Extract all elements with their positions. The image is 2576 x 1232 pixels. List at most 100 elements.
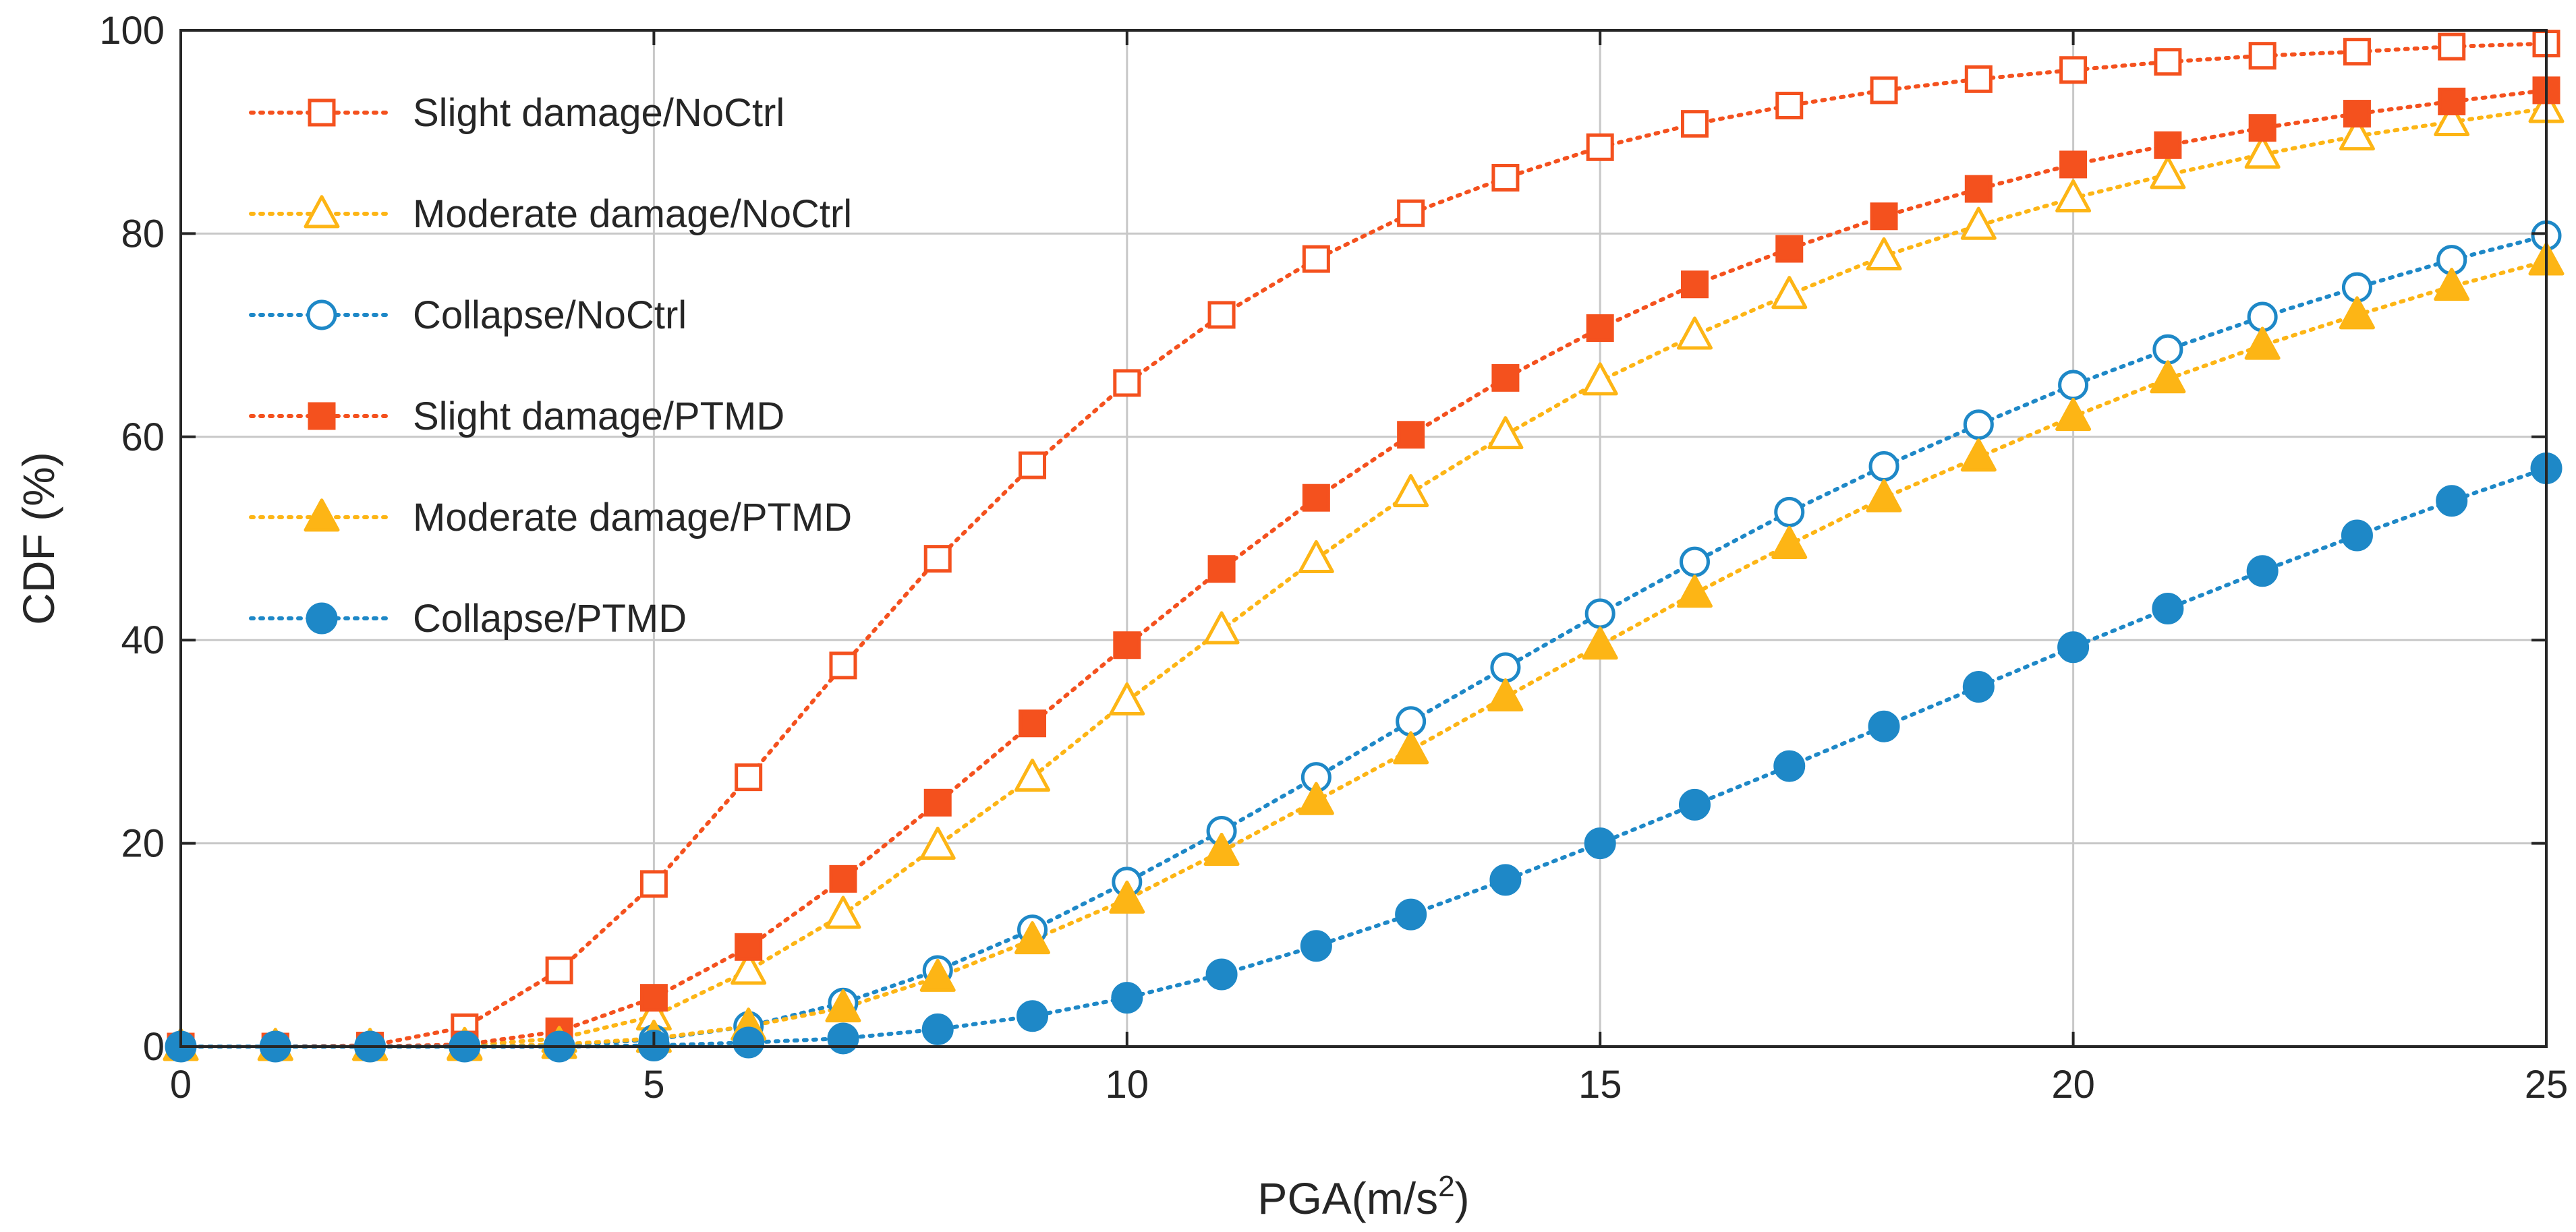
data-point: [1962, 671, 1995, 703]
data-point: [2154, 48, 2182, 76]
data-point: [545, 956, 573, 985]
legend-marker: [306, 602, 338, 635]
legend-marker: [308, 402, 336, 430]
data-point: [1487, 416, 1524, 450]
series-line: [179, 259, 2548, 1049]
data-point: [2339, 296, 2375, 330]
legend-marker: [304, 498, 340, 532]
x-tick-label: 20: [2051, 1063, 2095, 1107]
legend-entry: Moderate damage/PTMD: [249, 496, 852, 539]
x-tick-label: 25: [2525, 1063, 2569, 1107]
data-point: [1207, 301, 1236, 329]
data-point: [1207, 555, 1236, 583]
data-point: [1680, 270, 1709, 299]
y-tick-label: 80: [121, 212, 165, 256]
data-point: [1964, 175, 1993, 203]
series-line: [179, 41, 2548, 1049]
legend-entry: Moderate damage/NoCtrl: [249, 192, 852, 236]
data-point: [1393, 731, 1429, 765]
data-point: [2434, 268, 2470, 301]
data-point: [923, 545, 952, 573]
data-point: [829, 651, 857, 680]
data-point: [1489, 864, 1522, 896]
data-point: [1771, 525, 1808, 559]
data-point: [2434, 102, 2470, 137]
data-point: [919, 826, 956, 860]
data-point: [2059, 56, 2088, 84]
data-point: [1298, 539, 1334, 574]
series-3: [179, 233, 2548, 1049]
y-tick-label: 20: [121, 822, 165, 866]
data-point: [1397, 199, 1425, 227]
x-tick-label: 10: [1106, 1063, 1149, 1107]
plot-area: [181, 30, 2546, 1047]
data-point: [1960, 206, 1997, 240]
data-point: [1775, 92, 1804, 120]
data-point: [2343, 38, 2371, 66]
data-point: [735, 763, 763, 792]
series-line: [179, 107, 2548, 1049]
data-point: [2438, 87, 2466, 115]
data-point: [1396, 706, 1427, 737]
x-axis-label: PGA(m/s2): [1257, 1170, 1469, 1223]
data-point: [1300, 930, 1332, 962]
data-point: [1866, 479, 1902, 512]
data-point: [2248, 114, 2277, 142]
data-point: [1298, 782, 1334, 815]
tick-labels: 0 5 10 15 20 25 0 20 40 60 80 100: [99, 9, 2568, 1107]
data-point: [1302, 245, 1330, 273]
data-point: [1964, 65, 1993, 93]
data-point: [1205, 958, 1238, 991]
data-point: [2058, 370, 2089, 401]
data-point: [1870, 76, 1898, 105]
data-point: [1866, 237, 1902, 270]
data-point: [1487, 678, 1524, 711]
data-point: [1679, 546, 1710, 577]
legend-entry: Slight damage/PTMD: [249, 394, 784, 438]
data-point: [1582, 362, 1618, 396]
data-point: [1019, 709, 1047, 738]
data-point: [1676, 316, 1713, 350]
data-point: [1868, 710, 1900, 742]
data-point: [2057, 631, 2090, 664]
series-line: [179, 88, 2548, 1049]
plot-frame: [179, 29, 2548, 1048]
data-point: [2059, 150, 2088, 179]
data-point: [731, 951, 767, 985]
series-line: [179, 233, 2548, 1049]
data-point: [2152, 334, 2183, 365]
data-point: [2246, 555, 2279, 587]
data-point: [1014, 921, 1051, 955]
data-point: [1019, 451, 1047, 479]
data-point: [1109, 682, 1145, 716]
data-point: [735, 933, 763, 961]
data-point: [825, 896, 861, 929]
data-point: [2247, 301, 2278, 332]
data-point: [829, 864, 857, 893]
data-point: [921, 1013, 954, 1045]
series-2: [179, 107, 2548, 1049]
legend-label: Slight damage/NoCtrl: [413, 91, 784, 135]
data-point: [1397, 421, 1425, 449]
data-point: [1017, 1000, 1049, 1032]
data-point: [1113, 369, 1141, 397]
legend-label: Collapse/PTMD: [413, 597, 687, 641]
legend-marker: [306, 299, 337, 330]
y-tick-label: 40: [121, 618, 165, 662]
data-point: [1774, 496, 1805, 527]
data-point: [1678, 788, 1711, 821]
data-point: [1111, 982, 1143, 1014]
data-point: [1491, 164, 1520, 192]
data-point: [2055, 397, 2092, 432]
data-point: [1773, 750, 1806, 782]
data-point: [1775, 235, 1804, 263]
data-point: [1014, 758, 1051, 792]
data-point: [2244, 326, 2281, 360]
data-point: [1109, 880, 1145, 914]
data-point: [919, 958, 956, 992]
data-point: [639, 870, 668, 898]
data-point: [827, 1022, 859, 1055]
legend-marker: [304, 195, 340, 229]
data-point: [1680, 110, 1709, 138]
